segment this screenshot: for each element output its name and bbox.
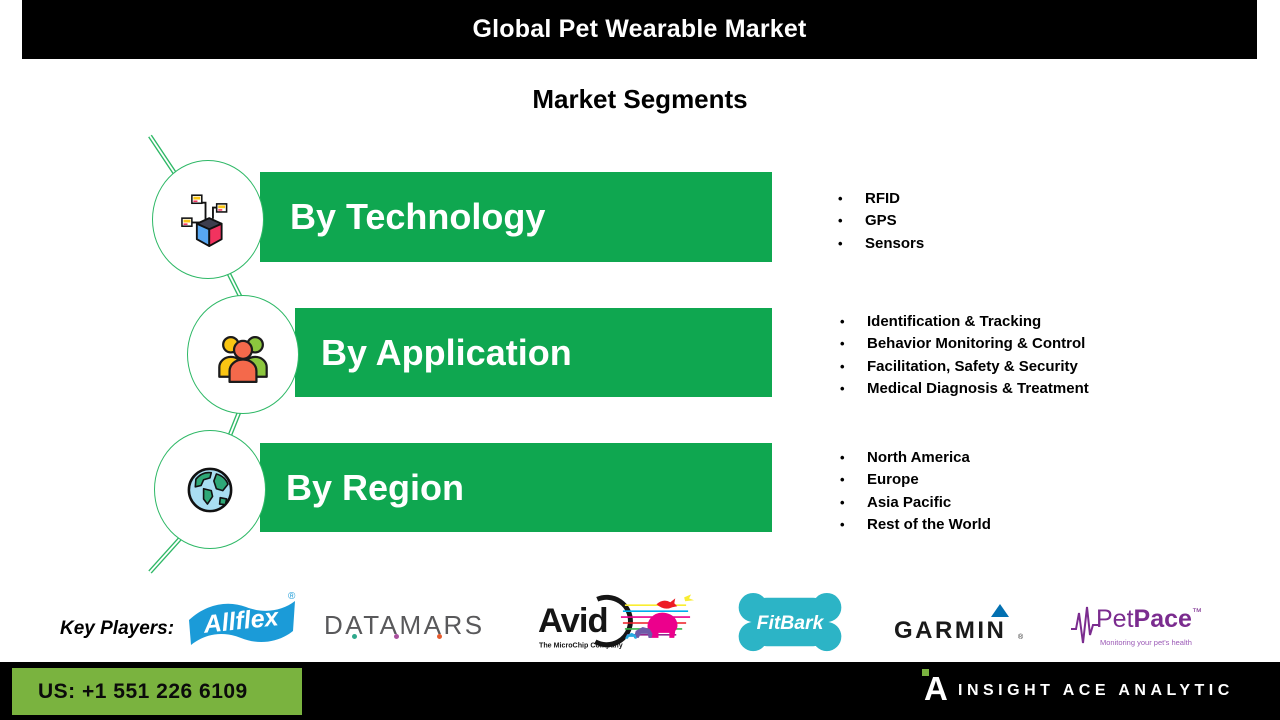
subtitle: Market Segments [532,84,748,114]
segment-label: By Technology [290,196,546,237]
datamars-dot-green [352,634,357,639]
list-item: Europe [840,469,991,491]
fitbark-bone-icon: FitBark [738,592,842,652]
datamars-dot-orange [437,634,442,639]
application-items: Identification & Tracking Behavior Monit… [840,311,1089,401]
segment-bar-technology: By Technology [260,172,772,262]
list-item: Behavior Monitoring & Control [840,333,1089,355]
segment-bar-region: By Region [260,443,772,532]
insight-ace-logo-dot [922,669,929,676]
cube-network-icon [181,193,228,247]
segment-bar-application: By Application [295,308,772,397]
petpace-wordmark-pet: Pet [1096,605,1134,633]
avid-elephant-icon [647,612,678,638]
avid-fish-icon [656,598,678,609]
datamars-wordmark: DATAMARS [324,610,485,640]
allflex-flag-icon: Allflex ® [189,591,296,645]
avid-tagline: The MicroChip Company [539,642,623,650]
avid-logo-graphic: Avid The MicroChip Company [538,594,695,650]
page-title: Global Pet Wearable Market [472,15,807,43]
garmin-wordmark: GARMIN [894,617,1007,644]
datamars-dot-magenta [394,634,399,639]
avid-horse-icon [633,626,653,638]
datamars-logo: DATAMARS [324,610,492,644]
petpace-ecg-icon [1071,606,1099,644]
list-item: North America [840,447,991,469]
petpace-tagline: Monitoring your pet's health [1100,638,1192,647]
avid-wordmark: Avid [538,602,608,640]
petpace-wordmark: PetPace™ [1096,605,1202,634]
list-item: RFID [838,188,924,210]
region-items: North America Europe Asia Pacific Rest o… [840,447,991,537]
list-item: Sensors [838,233,924,255]
avid-dog-icon [624,632,637,639]
avid-bird-icon [684,594,695,602]
segment-label: By Application [321,331,572,373]
list-item: Facilitation, Safety & Security [840,356,1089,378]
list-item: Identification & Tracking [840,311,1089,333]
people-group-icon [218,335,268,383]
segment-badge-region [154,430,266,549]
fitbark-logo: FitBark [736,591,844,658]
globe-icon [187,467,233,512]
segment-label: By Region [286,466,465,508]
insight-ace-logo-letter: A [924,670,948,707]
list-item: Asia Pacific [840,492,991,514]
avid-logo: Avid The MicroChip Company [538,592,696,659]
list-item: Medical Diagnosis & Treatment [840,378,1089,400]
fitbark-wordmark: FitBark [757,612,825,634]
list-item: GPS [838,210,924,232]
segment-badge-technology [152,160,264,279]
footer-phone-panel: US: +1 551 226 6109 [12,668,302,715]
allflex-reg-mark: ® [288,591,296,602]
garmin-reg-mark: ® [1018,634,1024,641]
footer-phone: US: +1 551 226 6109 [38,679,248,703]
garmin-logo: GARMIN ® [894,598,1039,644]
technology-items: RFID GPS Sensors [838,188,924,255]
allflex-logo: Allflex ® [186,588,298,655]
header-bar: Global Pet Wearable Market [22,0,1257,59]
petpace-wordmark-pace: Pace [1133,605,1192,633]
garmin-delta-icon [991,604,1009,617]
list-item: Rest of the World [840,514,991,536]
insight-ace-logo: A [919,664,955,716]
insight-ace-brand-name: INSIGHT ACE ANALYTIC [958,682,1234,699]
segment-badge-application [187,295,299,414]
key-players-label: Key Players: [60,618,175,639]
petpace-logo: PetPace™ Monitoring your pet's health [1070,601,1202,651]
petpace-tm-mark: ™ [1191,607,1202,618]
